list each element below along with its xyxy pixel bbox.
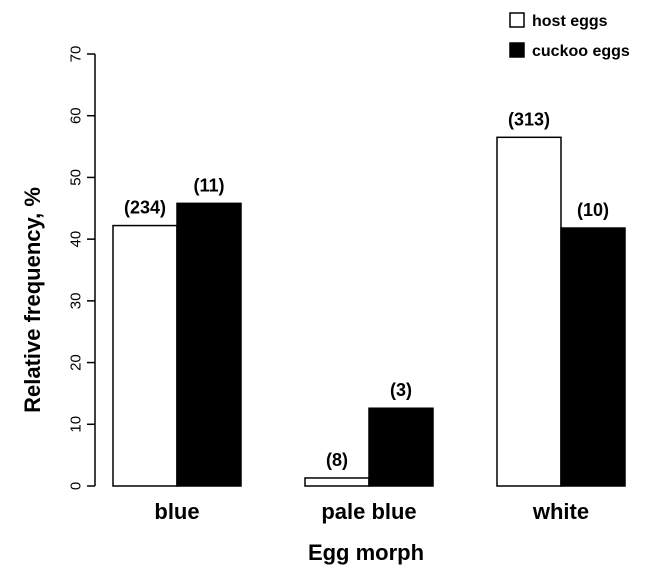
data-label: (10) xyxy=(577,200,609,220)
data-label: (3) xyxy=(390,380,412,400)
y-tick-label: 50 xyxy=(67,169,84,186)
bars-group xyxy=(112,136,626,487)
x-category-label: white xyxy=(532,499,589,524)
data-label: (234) xyxy=(124,198,166,218)
y-tick-label: 30 xyxy=(67,293,84,310)
legend-swatch-host-eggs xyxy=(509,12,525,28)
y-tick-label: 40 xyxy=(67,231,84,248)
bar-host-blue xyxy=(112,224,178,487)
x-axis-title: Egg morph xyxy=(308,540,424,565)
data-labels-group: (234) (11) (8) (3) (313) (10) xyxy=(124,109,609,470)
legend: host eggs cuckoo eggs xyxy=(509,12,630,60)
x-category-labels: blue pale blue white xyxy=(154,499,589,524)
legend-swatch-cuckoo-eggs xyxy=(509,42,525,58)
y-tick-label: 20 xyxy=(67,354,84,371)
data-label: (313) xyxy=(508,109,550,129)
legend-label-cuckoo-eggs: cuckoo eggs xyxy=(532,43,630,60)
bar-host-white xyxy=(496,136,562,487)
bar-cuckoo-pale-blue xyxy=(368,407,434,487)
x-category-label: pale blue xyxy=(321,499,416,524)
data-label: (8) xyxy=(326,450,348,470)
legend-label-host-eggs: host eggs xyxy=(532,13,608,30)
data-label: (11) xyxy=(193,175,224,195)
y-tick-label: 70 xyxy=(67,46,84,63)
y-tick-label: 10 xyxy=(67,416,84,433)
y-axis: 0 10 20 30 40 50 60 70 xyxy=(67,46,96,490)
x-category-label: blue xyxy=(154,499,199,524)
bar-cuckoo-white xyxy=(560,227,626,487)
bar-host-pale-blue xyxy=(304,477,370,487)
bar-cuckoo-blue xyxy=(176,202,242,487)
y-tick-label: 0 xyxy=(67,482,84,490)
y-tick-label: 60 xyxy=(67,107,84,124)
y-axis-title: Relative frequency, % xyxy=(20,187,45,413)
